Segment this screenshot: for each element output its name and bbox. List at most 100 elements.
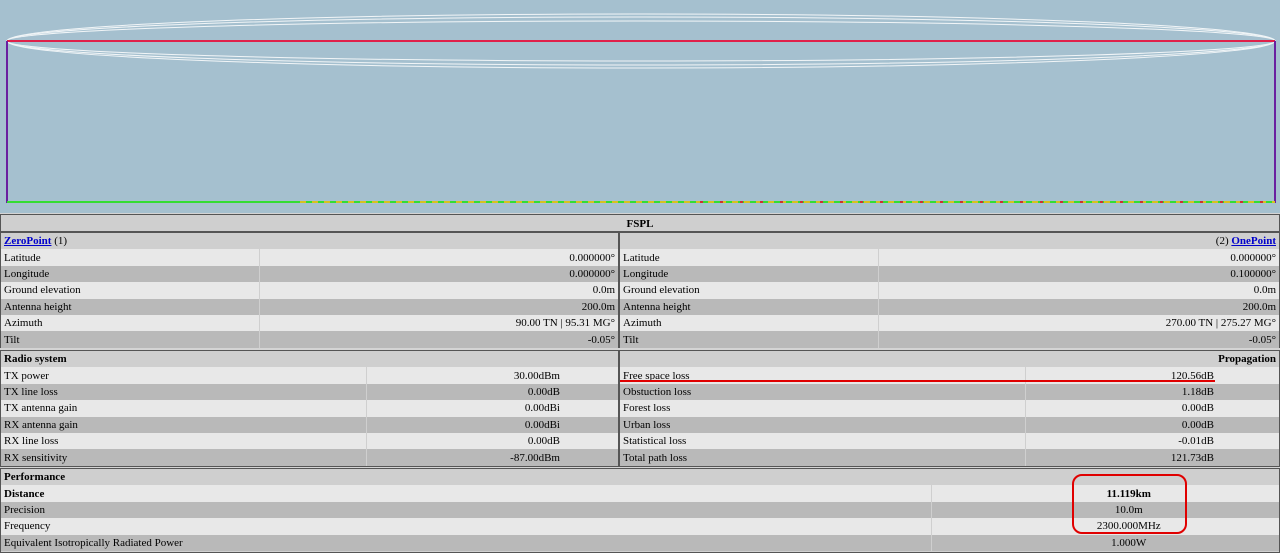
point1-link[interactable]: ZeroPoint [4,235,52,248]
row-value: 0.000000° [258,249,618,266]
row-spacer [562,400,618,417]
row-spacer [562,416,618,433]
point1-row: Azimuth 90.00 TN | 95.31 MG° [1,314,618,332]
point1-panel: ZeroPoint (1) Latitude 0.000000° Longitude… [0,232,619,348]
row-value: 0.00dB [365,383,563,401]
radio-row: TX antenna gain 0.00dBi [1,400,618,417]
row-value: 2300.000MHz [930,518,1279,535]
point1-row: Latitude 0.000000° [1,249,618,266]
radio-row: RX line loss 0.00dB [1,432,618,450]
row-label: Tilt [1,331,259,348]
propagation-row: Total path loss 121.73dB [620,449,1279,466]
highlight-underline [620,380,1215,382]
row-value: 0.0m [877,282,1279,299]
row-value: 121.73dB [1024,449,1217,466]
row-value: 0.100000° [877,265,1279,283]
row-label: Precision [1,501,931,519]
row-value: -87.00dBm [365,449,563,466]
row-label: Free space loss [620,367,1025,384]
row-spacer [1216,449,1279,466]
row-value: 120.56dB [1024,367,1217,384]
page-title: FSPL [0,214,1280,232]
row-label: Statistical loss [620,432,1025,450]
row-value: 10.0m [930,501,1279,519]
row-label: Azimuth [620,314,878,332]
radio-row: RX antenna gain 0.00dBi [1,416,618,433]
propagation-row: Urban loss 0.00dB [620,416,1279,433]
point1-row: Antenna height 200.0m [1,298,618,315]
row-label: Antenna height [1,298,259,315]
row-spacer [1216,432,1279,450]
row-label: Latitude [1,249,259,266]
performance-panel: Performance Distance 11.119km Precision 10.… [0,468,1280,553]
row-value: 0.00dB [1024,400,1217,417]
row-label: Frequency [1,518,931,535]
row-label: Forest loss [620,400,1025,417]
row-value: 270.00 TN | 275.27 MG° [877,314,1279,332]
row-label: Latitude [620,249,878,266]
radio-system-title: Radio system [1,351,618,368]
row-label: Obstuction loss [620,383,1025,401]
row-value: 1.000W [930,534,1279,551]
row-label: RX antenna gain [1,416,366,433]
point2-row: Antenna height 200.0m [620,298,1279,315]
row-label: Azimuth [1,314,259,332]
row-label: RX sensitivity [1,449,366,466]
row-spacer [1216,367,1279,384]
performance-title: Performance [1,469,1279,486]
row-value: -0.01dB [1024,432,1217,450]
point2-link[interactable]: OnePoint [1231,235,1276,248]
point2-row: Tilt -0.05° [620,331,1279,348]
radio-system-panel: Radio system TX power 30.00dBm TX line los… [0,350,619,467]
point2-panel: (2) OnePoint Latitude 0.000000° Longitude 0… [619,232,1280,348]
row-value: 90.00 TN | 95.31 MG° [258,314,618,332]
row-label: Longitude [620,265,878,283]
row-value: 0.0m [258,282,618,299]
point1-index: (1) [54,235,68,248]
highlight-box [1072,474,1187,534]
performance-row: Precision 10.0m [1,501,1279,519]
row-label: Tilt [620,331,878,348]
radio-row: TX power 30.00dBm [1,367,618,384]
propagation-panel: Propagation Free space loss 120.56dB Obstu… [619,350,1280,467]
row-value: 200.0m [877,298,1279,315]
row-value: 0.000000° [258,265,618,283]
row-value: 200.0m [258,298,618,315]
propagation-row: Forest loss 0.00dB [620,400,1279,417]
performance-row: Equivalent Isotropically Radiated Power 1… [1,534,1279,551]
point2-row: Ground elevation 0.0m [620,282,1279,299]
row-label: Urban loss [620,416,1025,433]
row-label: Total path loss [620,449,1025,466]
row-spacer [562,449,618,466]
row-spacer [562,432,618,450]
row-label: Equivalent Isotropically Radiated Power [1,534,931,551]
terrain-profile [0,0,1280,213]
point2-row: Latitude 0.000000° [620,249,1279,266]
row-value: 11.119km [930,485,1279,502]
row-label: Longitude [1,265,259,283]
propagation-row: Obstuction loss 1.18dB [620,383,1279,401]
row-label: RX line loss [1,432,366,450]
point2-row: Azimuth 270.00 TN | 275.27 MG° [620,314,1279,332]
row-value: 0.00dBi [365,400,563,417]
row-spacer [1216,416,1279,433]
row-spacer [562,367,618,384]
row-value: 0.00dB [365,432,563,450]
performance-row: Distance 11.119km [1,485,1279,502]
row-spacer [562,383,618,401]
performance-row: Frequency 2300.000MHz [1,518,1279,535]
row-label: Antenna height [620,298,878,315]
row-value: 30.00dBm [365,367,563,384]
row-label: Distance [1,485,931,502]
point1-row: Longitude 0.000000° [1,265,618,283]
row-label: TX line loss [1,383,366,401]
row-value: 1.18dB [1024,383,1217,401]
row-label: TX power [1,367,366,384]
row-label: TX antenna gain [1,400,366,417]
radio-row: TX line loss 0.00dB [1,383,618,401]
point2-row: Longitude 0.100000° [620,265,1279,283]
radio-row: RX sensitivity -87.00dBm [1,449,618,466]
point1-row: Tilt -0.05° [1,331,618,348]
propagation-row: Statistical loss -0.01dB [620,432,1279,450]
row-value: -0.05° [258,331,618,348]
